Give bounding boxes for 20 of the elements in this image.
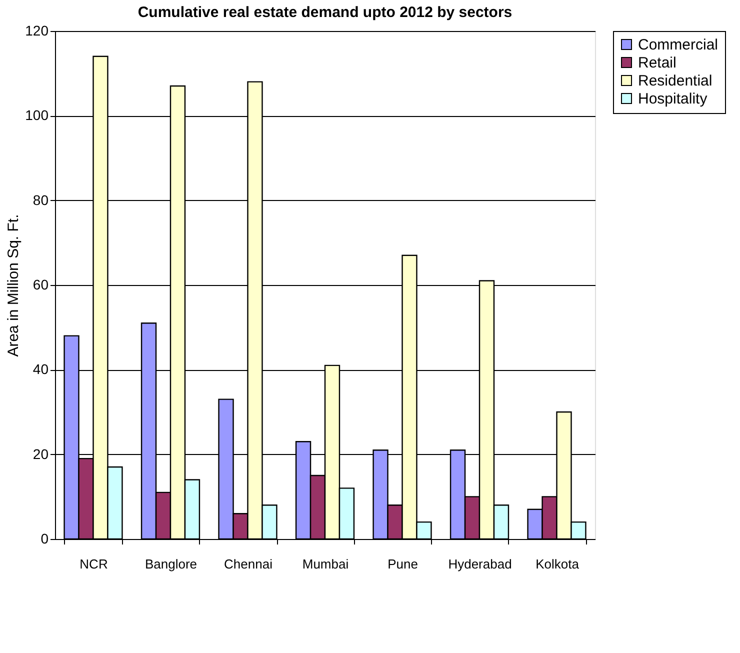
y-tick-label: 100 [25, 107, 49, 124]
x-tick-label: Chennai [224, 556, 273, 572]
x-tick-label: Banglore [144, 556, 198, 572]
chart-title: Cumulative real estate demand upto 2012 by sectors [138, 4, 512, 21]
y-tick-label: 60 [32, 276, 49, 292]
legend-label: Retail [638, 54, 676, 72]
y-axis-title: Area in Million Sq. Ft. [5, 214, 22, 357]
x-tick-label: Hyderabad [448, 556, 512, 572]
y-tick-label: 0 [40, 530, 49, 546]
x-tick-label: Mumbai [302, 556, 349, 572]
x-tick-label: Kolkota [536, 556, 580, 572]
x-tick-label: NCR [80, 556, 108, 572]
y-tick-label: 120 [25, 22, 49, 38]
y-tick-label: 40 [32, 361, 49, 378]
legend-label: Hospitality [638, 90, 708, 108]
y-tick-label: 80 [32, 192, 49, 208]
x-tick-label: Pune [388, 556, 418, 572]
legend-label: Commercial [638, 36, 718, 54]
legend-label: Residential [638, 72, 712, 90]
y-tick-label: 20 [32, 446, 49, 462]
